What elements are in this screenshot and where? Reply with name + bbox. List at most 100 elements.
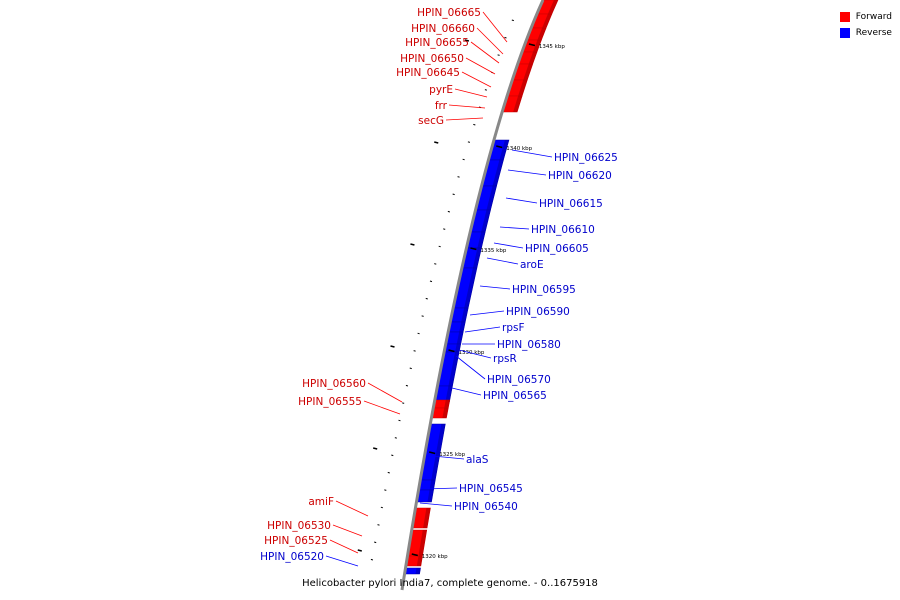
ruler-minor-tick — [417, 332, 420, 335]
gene-block-shade — [547, 0, 558, 14]
gene-label: HPIN_06610 — [531, 224, 595, 236]
gene-label-leader — [329, 539, 359, 554]
gene-label-leader — [505, 197, 538, 204]
ruler-minor-tick — [377, 524, 380, 526]
ruler-minor-tick — [484, 89, 488, 91]
ruler-minor-tick — [391, 454, 394, 457]
gene-label: HPIN_06590 — [506, 306, 570, 318]
ruler-minor-tick — [409, 367, 412, 370]
ruler-outer-tick — [357, 549, 362, 552]
gene-label: HPIN_06530 — [267, 520, 331, 532]
genome-backbone — [400, 0, 545, 591]
gene-label: HPIN_06625 — [554, 152, 618, 164]
gene-block-shade — [477, 232, 486, 248]
gene-block-shade — [528, 52, 537, 64]
gene-label-leader — [461, 71, 492, 88]
gene-label: HPIN_06650 — [400, 53, 464, 65]
gene-label: HPIN_06540 — [454, 501, 518, 513]
gene-block-shade — [431, 424, 446, 480]
gene-label-leader — [464, 326, 501, 333]
gene-block-shade — [442, 408, 449, 418]
ruler-tick-label: 1340 kbp — [506, 146, 532, 152]
ruler-minor-tick — [438, 245, 441, 248]
ruler-minor-tick — [374, 541, 377, 544]
ruler-tick-label: 1320 kbp — [422, 554, 448, 560]
gene-label-leader — [454, 88, 488, 98]
gene-block-shade — [444, 400, 450, 408]
gene-label: amiF — [308, 496, 334, 508]
gene-label-leader — [465, 57, 496, 75]
gene-block-shade — [513, 96, 523, 112]
ruler-minor-tick — [443, 228, 446, 230]
gene-label-leader — [479, 285, 511, 290]
strand-legend: Forward Reverse — [839, 9, 892, 41]
gene-label: HPIN_06560 — [302, 378, 366, 390]
ruler-outer-tick — [390, 345, 395, 348]
ruler-outer-tick — [410, 243, 415, 246]
gene-block-shade — [415, 568, 421, 574]
legend-label-reverse: Reverse — [855, 28, 892, 38]
ruler-minor-ticks — [370, 19, 514, 561]
ruler-major-tick — [528, 43, 536, 47]
gene-block-shade — [518, 80, 528, 96]
gene-label-leader — [493, 242, 524, 249]
ruler-major-tick — [470, 247, 477, 251]
gene-label-leader — [486, 257, 519, 265]
ruler-minor-tick — [452, 193, 455, 196]
ruler-outer-tick — [372, 447, 378, 450]
genome-caption: Helicobacter pylori India7, complete gen… — [302, 578, 598, 589]
gene-label-leader — [455, 355, 486, 380]
gene-block-shade — [418, 530, 427, 556]
gene-label-leader — [367, 382, 403, 403]
gene-label-leader — [363, 400, 401, 415]
gene-label: HPIN_06620 — [548, 170, 612, 182]
gene-block-shade — [537, 28, 547, 40]
gene-label-leader — [507, 169, 547, 176]
ruler-major-tick — [428, 451, 436, 455]
gene-block-shade — [459, 322, 466, 332]
ruler-tick-label: 1325 kbp — [439, 452, 465, 458]
ruler-minor-tick — [429, 280, 433, 283]
forward-swatch — [839, 12, 850, 22]
gene-block-shade — [542, 14, 552, 28]
gene-label: HPIN_06525 — [264, 535, 328, 547]
gene-block-shade — [423, 508, 431, 528]
ruler-minor-tick — [398, 419, 401, 422]
gene-block-shade — [532, 40, 542, 52]
gene-label: alaS — [466, 454, 489, 466]
gene-label: HPIN_06665 — [417, 7, 481, 19]
gene-block-shade — [448, 352, 460, 386]
ruler-minor-tick — [394, 437, 397, 439]
ruler-minor-tick — [462, 158, 465, 161]
ruler-tick-label: 1335 kbp — [480, 248, 506, 254]
gene-label-leader — [499, 226, 530, 230]
gene-label-leader — [445, 117, 484, 121]
gene-block-shade — [456, 332, 464, 344]
gene-label: HPIN_06660 — [411, 23, 475, 35]
legend-item-reverse: Reverse — [839, 25, 892, 41]
gene-label-leader — [482, 11, 508, 43]
gene-label-leader — [451, 387, 482, 396]
gene-label: pyrE — [429, 84, 453, 96]
ruler-minor-tick — [387, 471, 390, 474]
ruler-minor-tick — [384, 489, 387, 491]
ruler-minor-tick — [467, 141, 471, 143]
gene-block-shade — [416, 556, 423, 566]
ruler-minor-tick — [370, 558, 374, 561]
gene-label: HPIN_06555 — [298, 396, 362, 408]
ruler-minor-tick — [402, 402, 405, 404]
gene-block-shade — [461, 308, 469, 322]
gene-label-leader — [476, 27, 504, 55]
ruler-minor-tick — [473, 123, 476, 126]
ruler-minor-tick — [457, 176, 460, 178]
gene-label-leader — [448, 104, 486, 109]
gene-block-shade — [499, 140, 509, 160]
gene-label-leader — [470, 41, 500, 64]
gene-label: HPIN_06645 — [396, 67, 460, 79]
gene-label-leader — [511, 149, 553, 158]
gene-label: HPIN_06615 — [539, 198, 603, 210]
gene-block-shade — [523, 64, 533, 80]
gene-label-leader — [325, 555, 359, 567]
gene-block-shade — [486, 186, 497, 210]
